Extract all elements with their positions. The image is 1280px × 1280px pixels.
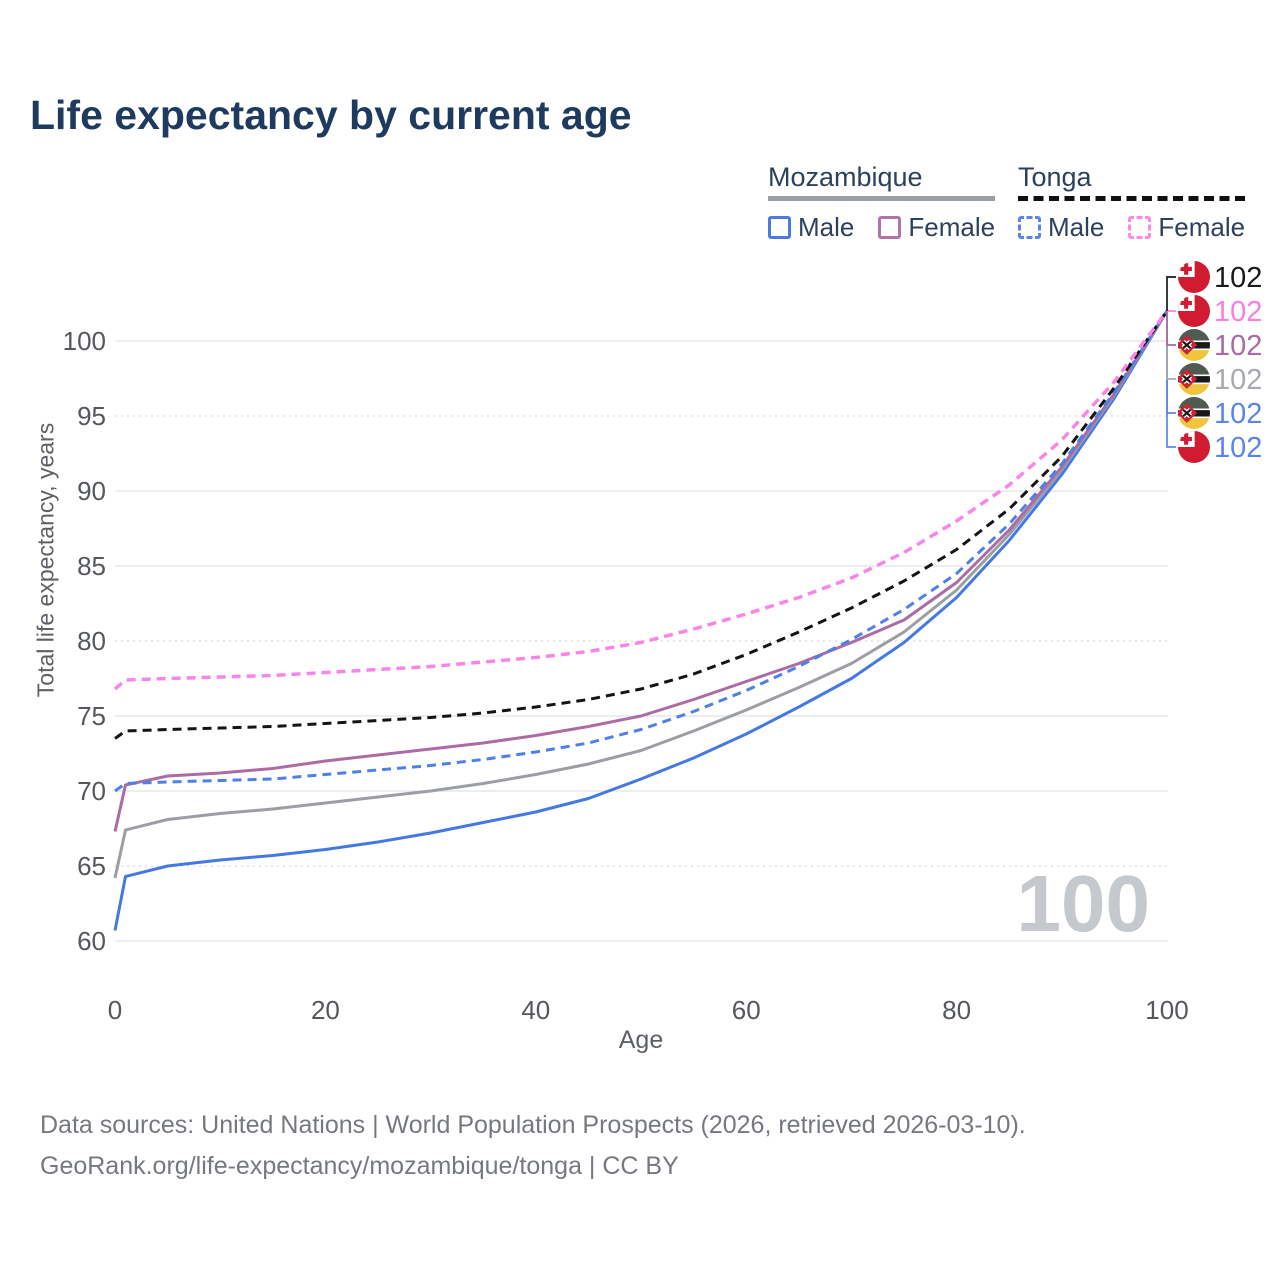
x-tick-label-0: 0 (108, 995, 122, 1025)
page-title: Life expectancy by current age (30, 92, 632, 138)
legend-label: Female (1158, 212, 1246, 242)
y-tick-label-60: 60 (77, 926, 106, 956)
x-tick-label-60: 60 (732, 995, 761, 1025)
y-tick-label-65: 65 (77, 851, 106, 881)
x-tick-label-40: 40 (521, 995, 550, 1025)
end-connector-mozambique_male (1166, 311, 1176, 414)
legend-items-mozambique: Male Female (768, 212, 995, 243)
y-axis-title: Total life expectancy, years (32, 422, 59, 698)
y-tick-label-85: 85 (77, 551, 106, 581)
legend-group-mozambique: Mozambique Male Female (768, 162, 996, 243)
end-label-tonga_female: 102 (1214, 296, 1262, 328)
y-tick-label-100: 100 (63, 326, 106, 356)
series-line-mozambique_both[interactable] (113, 310, 1169, 879)
legend-item-tonga-female[interactable]: Female (1128, 212, 1245, 243)
legend-label: Female (908, 212, 996, 242)
tonga-male-swatch-icon (1018, 216, 1041, 239)
tonga-flag-icon (1178, 431, 1210, 463)
y-tick-label-95: 95 (77, 401, 106, 431)
legend-label: Male (1048, 212, 1105, 242)
legend-country-mozambique[interactable]: Mozambique (768, 162, 923, 192)
footer: Data sources: United Nations | World Pop… (40, 1105, 1026, 1187)
series-line-mozambique_female[interactable] (113, 310, 1169, 832)
end-label-mozambique_male: 102 (1214, 398, 1262, 430)
footer-attribution: GeoRank.org/life-expectancy/mozambique/t… (40, 1152, 679, 1180)
x-tick-label-100: 100 (1145, 995, 1188, 1025)
end-label-tonga_both: 102 (1214, 262, 1262, 294)
footer-data-sources: Data sources: United Nations | World Pop… (40, 1111, 1026, 1139)
legend-item-mozambique-male[interactable]: Male (768, 212, 854, 243)
mozambique-male-swatch-icon (768, 216, 791, 239)
legend-item-tonga-male[interactable]: Male (1018, 212, 1104, 243)
legend-item-mozambique-female[interactable]: Female (878, 212, 995, 243)
series-line-mozambique_male[interactable] (113, 310, 1169, 931)
tonga-female-swatch-icon (1128, 216, 1152, 239)
y-tick-label-70: 70 (77, 776, 106, 806)
mozambique-flag-icon (1178, 363, 1210, 395)
mozambique-flag-icon (1178, 397, 1210, 429)
y-tick-label-75: 75 (77, 701, 106, 731)
legend-items-tonga: Male Female (1018, 212, 1245, 243)
end-label-mozambique_both: 102 (1214, 364, 1262, 396)
series-line-tonga_female[interactable] (113, 309, 1169, 691)
legend-label: Male (798, 212, 855, 242)
y-tick-label-80: 80 (77, 626, 106, 656)
series-line-tonga_male[interactable] (114, 310, 1169, 793)
tonga-flag-icon (1178, 261, 1210, 293)
end-connector-mozambique_female (1166, 311, 1176, 346)
x-axis-title: Age (618, 1026, 664, 1054)
legend-group-tonga: Tonga Male Female (1018, 162, 1246, 243)
tonga-flag-icon (1178, 295, 1210, 327)
legend-country-tonga[interactable]: Tonga (1018, 162, 1092, 192)
end-label-mozambique_female: 102 (1214, 330, 1262, 362)
age-watermark: 100 (1016, 859, 1150, 948)
legend-underline-tonga (1018, 196, 1246, 201)
series-line-tonga_both[interactable] (114, 310, 1169, 740)
x-tick-label-20: 20 (311, 995, 340, 1025)
x-tick-label-80: 80 (942, 995, 971, 1025)
y-tick-label-90: 90 (77, 476, 106, 506)
end-connector-tonga_both (1166, 276, 1176, 311)
end-label-tonga_male: 102 (1214, 432, 1262, 464)
mozambique-female-swatch-icon (878, 216, 902, 239)
legend-underline-mozambique (768, 196, 996, 201)
mozambique-flag-icon (1178, 329, 1210, 361)
legend: Mozambique Male Female Tonga Male Female (768, 162, 1246, 242)
